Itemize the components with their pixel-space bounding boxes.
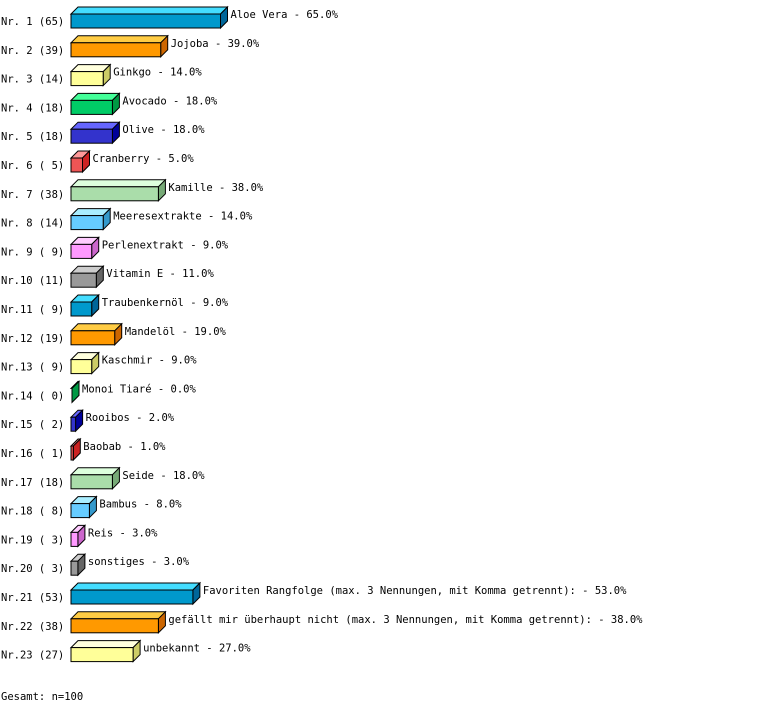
bar (70, 445, 74, 461)
bar (70, 186, 159, 202)
bar-top (69, 35, 169, 44)
row-label: Nr.10 (11) (1, 275, 64, 287)
data-label: Ginkgo - 14.0% (113, 67, 202, 79)
data-label: Favoriten Rangfolge (max. 3 Nennungen, m… (203, 585, 627, 597)
row-label: Nr.20 ( 3) (1, 563, 64, 575)
bar (70, 301, 93, 317)
bar (70, 42, 162, 58)
data-label: gefällt mir überhaupt nicht (max. 3 Nenn… (168, 614, 643, 626)
bar (70, 330, 116, 346)
data-label: Kamille - 38.0% (168, 182, 264, 194)
row-label: Nr. 5 (18) (1, 131, 64, 143)
data-label: sonstiges - 3.0% (88, 556, 190, 568)
row-label: Nr.15 ( 2) (1, 419, 64, 431)
row-label: Nr.23 (27) (1, 650, 64, 662)
data-label: Reis - 3.0% (88, 527, 158, 539)
data-label: Seide - 18.0% (122, 470, 205, 482)
row-label: Nr. 8 (14) (1, 218, 64, 230)
row-label: Nr.18 ( 8) (1, 506, 64, 518)
data-label: Jojoba - 39.0% (171, 38, 260, 50)
row-label: Nr. 2 (39) (1, 45, 64, 57)
bar (70, 531, 79, 547)
bar (70, 647, 134, 663)
bar-side (71, 380, 80, 404)
row-label: Nr.19 ( 3) (1, 534, 64, 546)
row-label: Nr.22 (38) (1, 621, 64, 633)
data-label: Rooibos - 2.0% (86, 412, 175, 424)
row-label: Nr. 6 ( 5) (1, 160, 64, 172)
data-label: unbekannt - 27.0% (143, 643, 251, 655)
bar (70, 157, 83, 173)
bar-top (69, 611, 167, 620)
bar-chart: Nr. 1 (65) Aloe Vera - 65.0% Nr. 2 (39) Joj… (1, 5, 643, 663)
data-label: Olive - 18.0% (122, 124, 205, 136)
bar (70, 99, 113, 115)
bar (70, 272, 97, 288)
row-label: Nr. 4 (18) (1, 102, 64, 114)
row-label: Nr.16 ( 1) (1, 448, 64, 460)
bar-top (69, 323, 123, 332)
row-label: Nr. 3 (14) (1, 74, 64, 86)
row-label: Nr.11 ( 9) (1, 304, 64, 316)
row-label: Nr.17 (18) (1, 477, 64, 489)
bar (70, 128, 113, 144)
bar-top (69, 179, 167, 188)
data-label: Traubenkernöl - 9.0% (102, 297, 229, 309)
data-label: Cranberry - 5.0% (93, 153, 195, 165)
total-label: Gesamt: n=100 (1, 691, 84, 703)
data-label: Aloe Vera - 65.0% (231, 9, 339, 21)
data-label: Kaschmir - 9.0% (102, 355, 198, 367)
bar (70, 416, 77, 432)
row-label: Nr.12 (19) (1, 333, 64, 345)
row-label: Nr. 1 (65) (1, 16, 64, 28)
bar (70, 13, 221, 29)
data-label: Meeresextrakte - 14.0% (113, 211, 253, 223)
bar (70, 618, 159, 634)
data-label: Perlenextrakt - 9.0% (102, 239, 229, 251)
bar (70, 243, 93, 259)
row-label: Nr. 7 (38) (1, 189, 64, 201)
data-label: Avocado - 18.0% (122, 95, 218, 107)
bar (70, 359, 93, 375)
bar-top (69, 121, 121, 130)
bar-top (69, 92, 121, 101)
row-label: Nr.14 ( 0) (1, 390, 64, 402)
bar (70, 560, 79, 576)
bar-top (69, 467, 121, 476)
bar (70, 474, 113, 490)
row-label: Nr.21 (53) (1, 592, 64, 604)
bar-top (69, 640, 142, 649)
bar (70, 589, 194, 605)
bar (70, 71, 104, 87)
data-label: Baobab - 1.0% (83, 441, 166, 453)
bar-top (69, 6, 229, 15)
bar-top (69, 582, 202, 591)
bar (70, 503, 90, 519)
bar (70, 215, 104, 231)
data-label: Mandelöl - 19.0% (125, 326, 227, 338)
data-label: Monoi Tiaré - 0.0% (82, 383, 196, 395)
data-label: Vitamin E - 11.0% (106, 268, 214, 280)
row-label: Nr. 9 ( 9) (1, 246, 64, 258)
row-label: Nr.13 ( 9) (1, 362, 64, 374)
data-label: Bambus - 8.0% (99, 499, 182, 511)
